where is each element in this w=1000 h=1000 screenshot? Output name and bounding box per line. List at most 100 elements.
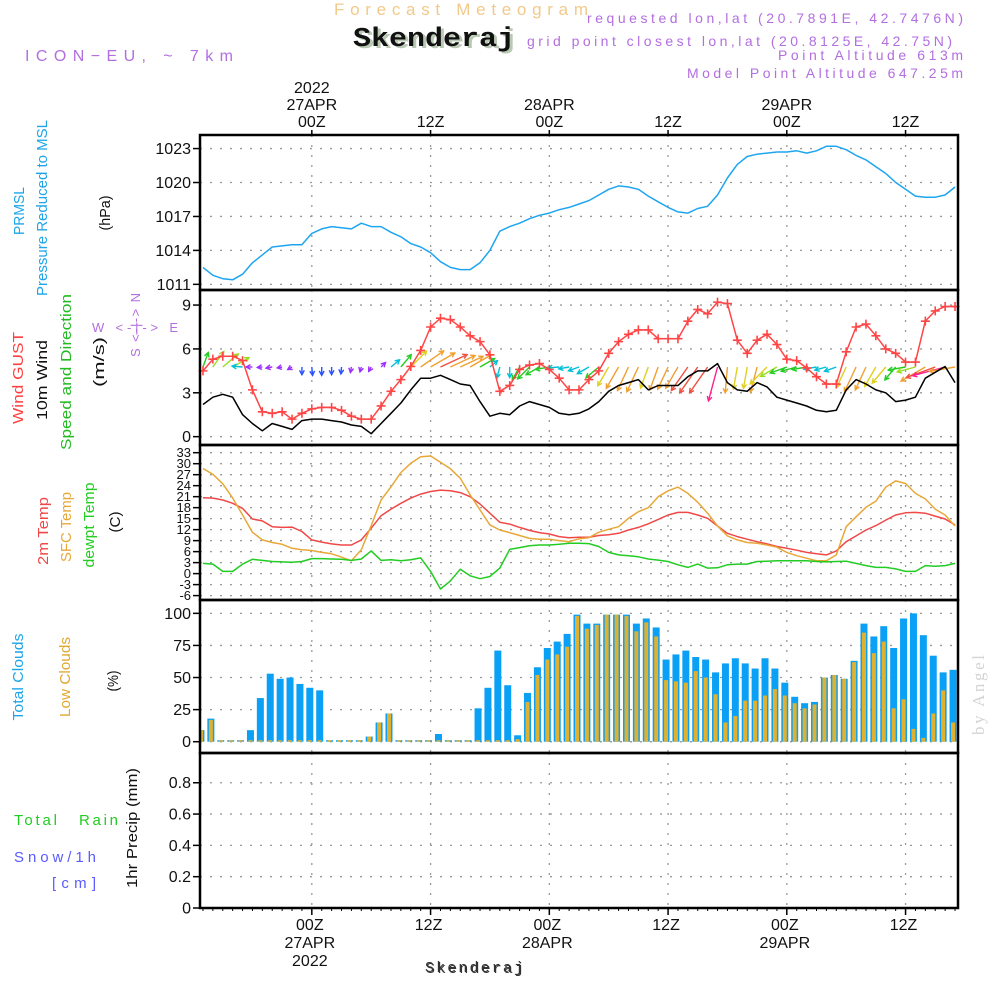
wind-arrow <box>430 352 457 368</box>
wind-arrow-head <box>367 366 374 373</box>
wind-arrow-shaft <box>496 366 501 378</box>
low-clouds-bar <box>822 677 827 742</box>
wind-arrow <box>706 366 719 403</box>
low-clouds-bar <box>861 632 866 742</box>
gust-marker <box>495 386 505 396</box>
low-clouds-bar <box>693 671 698 742</box>
gust-marker <box>861 319 871 329</box>
low-clouds-bar <box>634 631 639 742</box>
low-clouds-bar <box>594 624 599 742</box>
gust-marker <box>525 360 535 370</box>
wind-arrow <box>420 350 445 368</box>
low-clouds-bar <box>525 701 530 742</box>
wind-arrow <box>516 366 531 380</box>
wind-arrow-shaft <box>824 366 837 372</box>
pressure-legend: PRMSL Pressure Reduced to MSL (hPa) <box>11 120 114 296</box>
wind-arrow-shaft <box>400 354 412 368</box>
y-tick-label: 0 <box>184 566 191 581</box>
wind-arrow <box>264 364 273 371</box>
legend-wind-gust: Wind GUST <box>10 332 27 424</box>
gust-marker <box>683 316 693 326</box>
gust-marker <box>356 414 366 424</box>
wind-arrow-head <box>567 366 574 373</box>
wind-arrow-shaft <box>597 366 610 387</box>
wind-arrow-head <box>492 359 499 366</box>
gust-marker <box>792 356 802 366</box>
time-label-top: 28APR <box>524 97 575 114</box>
y-tick-label: 0.2 <box>169 869 191 886</box>
time-label-bottom: 00Z <box>771 917 799 934</box>
wind-arrow-head <box>534 365 541 372</box>
wind-arrow-head <box>394 358 401 365</box>
wind-arrow-shaft <box>871 366 887 384</box>
low-clouds-bar <box>297 740 302 742</box>
low-clouds-bar <box>921 737 926 742</box>
wind-arrow-shaft <box>440 353 468 368</box>
y-tick-label: 1020 <box>155 175 191 192</box>
gust-marker <box>633 325 643 335</box>
gust-marker <box>238 356 248 366</box>
series-clouds <box>201 613 957 742</box>
wind-arrow-shaft <box>430 352 456 368</box>
gust-marker <box>782 354 792 364</box>
wind-arrow-head <box>768 368 776 375</box>
low-clouds-bar <box>743 700 748 742</box>
wind-arrow <box>871 366 887 385</box>
wind-arrow <box>749 366 768 385</box>
wind-unit: (m/s) <box>91 337 108 387</box>
low-clouds-bar <box>466 740 471 742</box>
legend-total-clouds: Total Clouds <box>10 634 27 721</box>
wind-arrow-head <box>421 350 428 357</box>
wind-arrow <box>390 358 401 368</box>
low-clouds-bar <box>476 740 481 742</box>
wind-arrow-head <box>244 363 251 371</box>
total-clouds-bar <box>286 677 294 742</box>
wind-arrow <box>904 366 936 379</box>
low-clouds-bar <box>901 699 906 742</box>
legend-low-clouds: Low Clouds <box>57 637 74 717</box>
gust-marker <box>752 335 762 345</box>
wind-arrow-shaft <box>888 366 906 371</box>
pressure-unit: (hPa) <box>97 196 114 231</box>
panel-frame <box>198 443 960 602</box>
wind-arrow-head <box>706 395 713 403</box>
wind-legend: Wind GUST 10m Wind Speed and Direction (… <box>10 293 178 450</box>
low-clouds-bar <box>268 740 273 742</box>
wind-arrow-head <box>524 370 532 376</box>
total-clouds-bar <box>494 650 502 742</box>
time-label-bottom: 12Z <box>652 917 680 934</box>
wind-arrow <box>275 364 283 371</box>
low-clouds-bar <box>278 740 283 742</box>
low-clouds-bar <box>624 615 629 742</box>
wind-arrow-head <box>204 351 210 358</box>
legend-speed-direction: Speed and Direction <box>58 294 75 450</box>
total-clouds-bar <box>900 618 908 742</box>
gust-marker <box>564 385 574 395</box>
low-clouds-bar <box>505 740 510 742</box>
low-clouds-bar <box>951 722 956 742</box>
wind-arrow <box>576 366 590 375</box>
low-clouds-bar <box>406 740 411 742</box>
wind-arrow-head <box>309 370 316 377</box>
low-clouds-bar <box>565 646 570 742</box>
wind-arrow-head <box>470 354 477 360</box>
y-tick-label: 12 <box>177 522 191 537</box>
temperature-legend: 2m Temp SFC Temp dewpt Temp (C) <box>35 483 124 568</box>
wind-arrow-head <box>478 355 485 361</box>
wind-arrow-head <box>759 371 766 378</box>
gust-marker <box>337 405 347 415</box>
wind-arrow-shaft <box>616 366 630 391</box>
10m-wind-speed-line <box>202 362 956 435</box>
low-clouds-bar <box>703 677 708 742</box>
low-clouds-bar <box>723 722 728 742</box>
low-clouds-bar <box>763 695 768 742</box>
gust-marker <box>257 407 267 417</box>
low-clouds-bar <box>485 740 490 742</box>
total-clouds-bar <box>316 690 324 742</box>
time-label-top: 2022 <box>294 80 330 97</box>
gust-marker <box>455 322 465 332</box>
wind-arrow-shaft <box>864 366 877 387</box>
gust-marker <box>544 364 554 374</box>
time-label-bottom: 28APR <box>522 935 573 952</box>
watermark: by Angel <box>969 655 988 735</box>
